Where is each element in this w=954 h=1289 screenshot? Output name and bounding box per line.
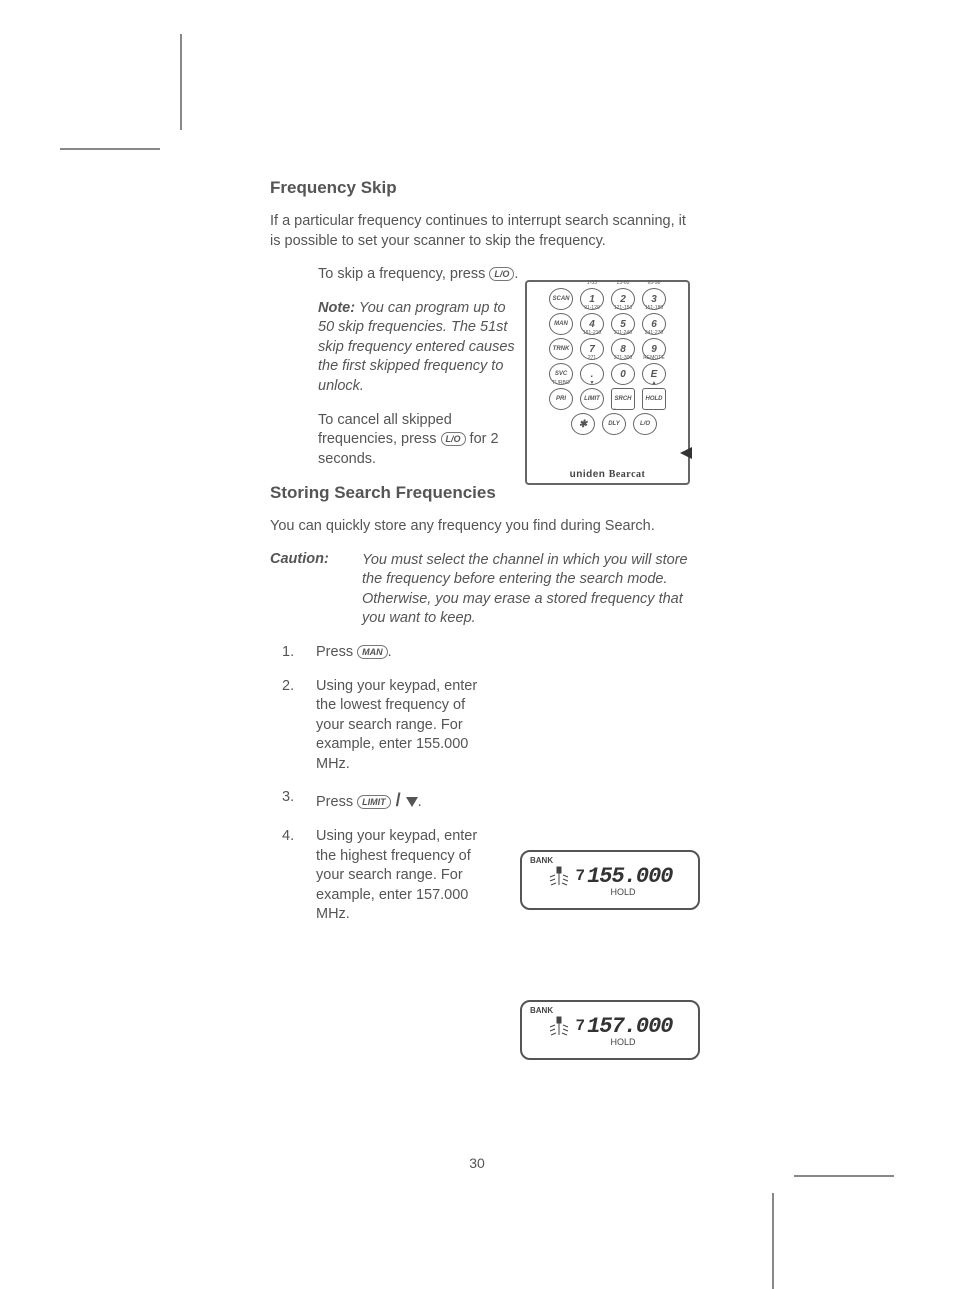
step-number: 1. <box>282 643 316 663</box>
signal-icon <box>547 863 571 889</box>
crop-mark <box>180 34 182 130</box>
note-paragraph: Note: You can program up to 50 skip freq… <box>318 299 523 397</box>
caution-block: Caution: You must select the channel in … <box>270 551 690 629</box>
skip-instruction: To skip a frequency, press L/O. <box>318 265 523 285</box>
man-key-icon: MAN <box>357 645 388 659</box>
separator: / <box>391 790 406 810</box>
text: . <box>388 644 392 660</box>
limit-key-icon: LIMIT <box>357 795 391 809</box>
keypad-key: HOLD▲ <box>642 388 666 410</box>
keypad-key: SCAN <box>549 288 573 310</box>
step-number: 4. <box>282 827 316 925</box>
down-triangle-icon <box>406 797 418 807</box>
step-body: Using your keypad, enter the lowest freq… <box>316 677 486 775</box>
text: . <box>418 794 422 810</box>
text: To cancel all skipped frequencies, press <box>318 412 452 448</box>
lcd-display-2: BANK 7 157.000 HOLD <box>520 1000 700 1060</box>
heading-frequency-skip: Frequency Skip <box>270 178 690 198</box>
channel-number: 7 <box>575 1017 583 1035</box>
channel-number: 7 <box>575 867 583 885</box>
text: To skip a frequency, press <box>318 266 489 282</box>
keypad-key: LIMIT▼ <box>580 388 604 410</box>
brand-bearcat: Bearcat <box>609 469 646 480</box>
intro-paragraph: If a particular frequency continues to i… <box>270 212 690 251</box>
brand-uniden: uniden <box>570 469 606 480</box>
step-number: 2. <box>282 677 316 775</box>
step-2: 2. Using your keypad, enter the lowest f… <box>282 677 690 775</box>
keypad-key: DLY→ <box>602 413 626 435</box>
keypad-key: 0271-300 <box>611 363 635 385</box>
lo-key-icon: L/O <box>489 267 514 281</box>
lcd-display-1: BANK 7 155.000 HOLD <box>520 850 700 910</box>
pointer-arrow-icon <box>680 447 692 459</box>
crop-mark <box>772 1193 774 1289</box>
caution-text: You must select the channel in which you… <box>362 551 690 629</box>
keypad-key: ✱ <box>571 413 595 435</box>
keypad-key: L/O <box>633 413 657 435</box>
text: Press <box>316 644 357 660</box>
crop-mark <box>794 1175 894 1177</box>
keypad-illustration: SCAN11-33223-65365-98MAN491-1205121-1536… <box>525 280 690 485</box>
signal-icon <box>547 1013 571 1039</box>
step-3: 3. Press LIMIT / . <box>282 788 690 813</box>
keypad-key: PRITURBO <box>549 388 573 410</box>
lo-key-icon: L/O <box>441 432 466 446</box>
text: Press <box>316 794 357 810</box>
brand-label: uniden Bearcat <box>527 469 688 480</box>
step-body: Press LIMIT / . <box>316 788 486 813</box>
step-number: 3. <box>282 788 316 813</box>
heading-storing-search: Storing Search Frequencies <box>270 483 690 503</box>
frequency-value: 155.000 <box>587 864 672 889</box>
step-body: Press MAN. <box>316 643 486 663</box>
caution-label: Caution: <box>270 551 362 629</box>
keypad-key: TRNK <box>549 338 573 360</box>
note-label: Note: <box>318 300 355 316</box>
keypad-key: MAN <box>549 313 573 335</box>
crop-mark <box>60 148 160 150</box>
step-1: 1. Press MAN. <box>282 643 690 663</box>
page-number: 30 <box>0 1155 954 1171</box>
frequency-value: 157.000 <box>587 1014 672 1039</box>
intro-paragraph-2: You can quickly store any frequency you … <box>270 517 690 537</box>
step-body: Using your keypad, enter the highest fre… <box>316 827 486 925</box>
cancel-instruction: To cancel all skipped frequencies, press… <box>318 411 523 470</box>
